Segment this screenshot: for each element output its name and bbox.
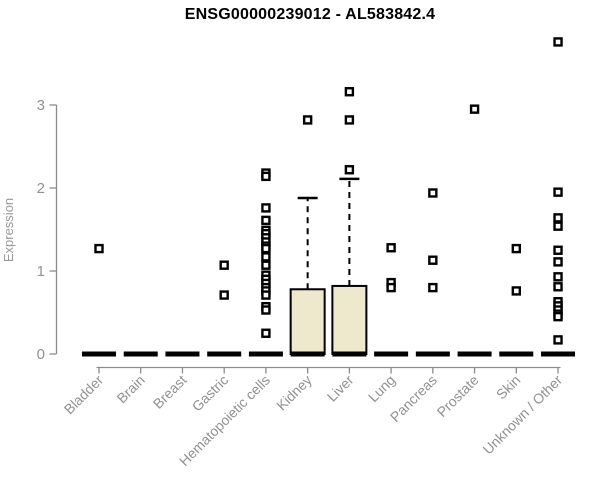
outlier-point <box>428 282 438 293</box>
outlier-point <box>261 203 271 213</box>
boxplot-brain <box>123 351 158 357</box>
outlier-point <box>553 245 563 255</box>
median-line <box>415 351 450 357</box>
outlier-point <box>344 87 355 97</box>
y-tick-label: 0 <box>37 346 45 363</box>
boxplot-prostate <box>457 104 492 357</box>
outlier-point <box>553 187 563 197</box>
outlier-point <box>219 290 229 300</box>
outlier-point <box>511 286 521 296</box>
outlier-point <box>469 104 480 114</box>
outlier-point <box>511 243 521 254</box>
y-axis-title: Expression <box>1 198 16 262</box>
outlier-point <box>553 257 563 267</box>
x-tick-label: Breast <box>150 372 190 412</box>
median-line <box>248 351 283 357</box>
outlier-point <box>553 213 563 223</box>
median-line <box>290 351 325 357</box>
outlier-point <box>261 171 271 182</box>
median-line <box>207 351 242 357</box>
outlier-point <box>386 243 396 253</box>
outlier-point <box>344 115 355 125</box>
outlier-point <box>219 260 229 270</box>
median-line <box>123 351 158 357</box>
outlier-point <box>94 243 104 254</box>
boxplot-liver <box>331 87 368 357</box>
median-line <box>374 351 409 357</box>
outlier-point <box>302 115 313 125</box>
outlier-point <box>553 37 563 47</box>
box <box>289 288 326 356</box>
x-tick-label: Prostate <box>434 372 482 420</box>
x-tick-label: Brain <box>113 372 147 406</box>
outlier-point <box>553 311 563 322</box>
outlier-point <box>553 272 563 282</box>
outlier-point <box>386 282 396 293</box>
x-tick-label: Skin <box>493 372 524 403</box>
outlier-point <box>428 255 438 265</box>
outlier-point <box>428 188 438 198</box>
chart-title: ENSG00000239012 - AL583842.4 <box>184 6 436 23</box>
outlier-point <box>261 215 271 226</box>
outlier-point <box>261 328 271 338</box>
boxplot-skin <box>499 243 534 357</box>
boxplot-unknown-other <box>541 37 576 357</box>
boxplot-breast <box>165 351 200 357</box>
outlier-point <box>553 282 563 292</box>
y-tick-label: 2 <box>37 180 45 197</box>
y-axis: 0 1 2 3 Expression <box>1 97 58 363</box>
x-tick-label: Bladder <box>61 372 107 418</box>
outlier-point <box>553 335 563 345</box>
outlier-point <box>261 243 271 254</box>
box <box>331 284 368 355</box>
boxplot-bladder <box>82 243 116 357</box>
x-tick-label: Lung <box>365 372 398 405</box>
boxplot-pancreas <box>415 188 450 357</box>
x-tick-label: Liver <box>324 372 357 405</box>
boxplot-hematopoietic-cells <box>248 168 283 357</box>
boxplot-lung <box>374 243 409 357</box>
boxplot-kidney <box>289 115 326 357</box>
median-line <box>499 351 534 357</box>
median-line <box>332 351 367 357</box>
median-line <box>457 351 492 357</box>
x-tick-label: Unknown / Other <box>480 372 566 458</box>
outlier-point <box>261 305 271 315</box>
y-tick-label: 1 <box>37 263 45 280</box>
y-tick-label: 3 <box>37 97 45 114</box>
median-line <box>541 351 576 357</box>
boxplot-gastric <box>207 260 242 357</box>
outlier-point <box>261 252 271 262</box>
outlier-point <box>344 165 355 175</box>
outlier-point <box>261 290 271 300</box>
median-line <box>82 351 116 357</box>
outlier-point <box>261 260 271 270</box>
median-line <box>165 351 200 357</box>
outlier-point <box>553 221 563 231</box>
x-tick-label: Kidney <box>273 372 315 414</box>
